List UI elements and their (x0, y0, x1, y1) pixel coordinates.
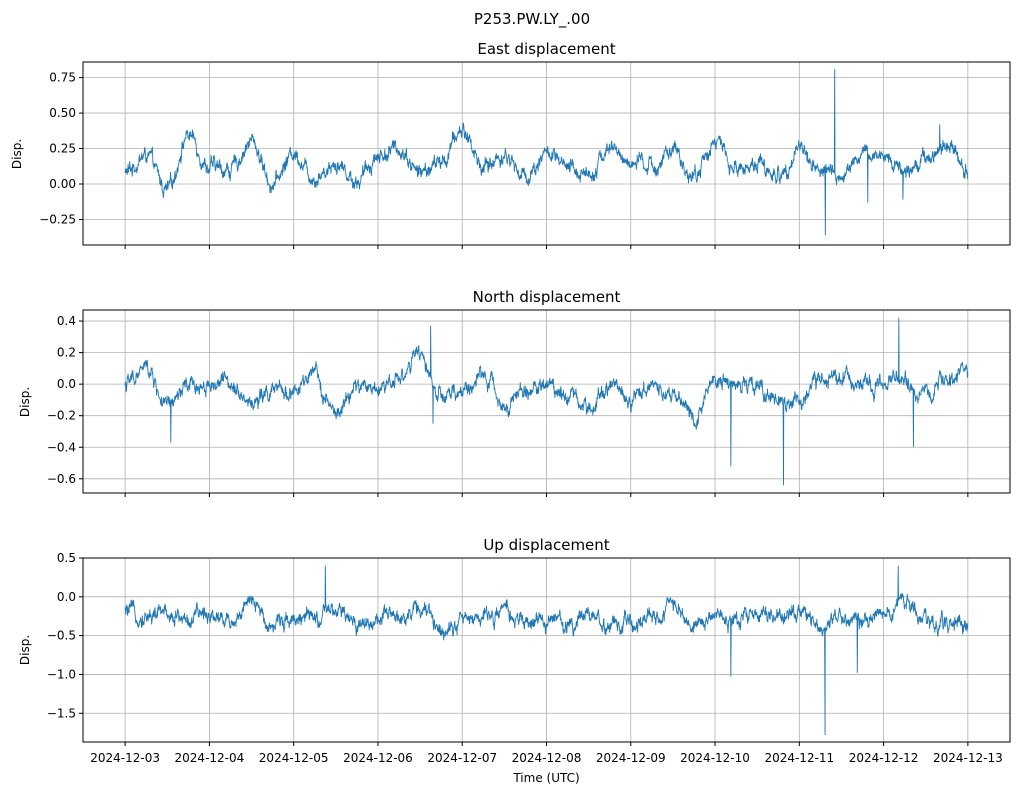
x-tick-label: 2024-12-11 (764, 751, 834, 765)
y-tick-label: 0.5 (57, 551, 76, 565)
series-line-up (124, 565, 969, 736)
y-tick-label: −0.5 (47, 629, 76, 643)
y-tick-label: −0.4 (47, 440, 76, 454)
x-tick-label: 2024-12-03 (90, 751, 160, 765)
x-tick-label: 2024-12-10 (680, 751, 750, 765)
ylabel-east: Disp. (10, 139, 24, 169)
y-tick-label: −1.0 (47, 667, 76, 681)
x-tick-label: 2024-12-09 (596, 751, 666, 765)
x-tick-label: 2024-12-06 (343, 751, 413, 765)
series-line-north (124, 317, 969, 486)
x-tick-label: 2024-12-07 (427, 751, 497, 765)
panel-title-up: Up displacement (483, 536, 609, 554)
panel-north: −0.6 −0.4 −0.2 0.0 0.2 0.4 (47, 309, 1011, 497)
y-tick-label: 0.75 (49, 71, 76, 85)
y-tick-label: −0.6 (47, 472, 76, 486)
ylabel-up: Disp. (18, 635, 32, 665)
x-axis-label: Time (UTC) (512, 771, 579, 785)
series-line-east (124, 69, 969, 236)
panel-east: −0.25 0.00 0.25 0.50 0.75 (39, 61, 1011, 249)
x-tick-label: 2024-12-04 (175, 751, 245, 765)
panel-title-north: North displacement (473, 288, 621, 306)
y-tick-label: 0.50 (49, 106, 76, 120)
x-tick-label: 2024-12-13 (933, 751, 1003, 765)
x-tick-label: 2024-12-08 (512, 751, 582, 765)
y-tick-label: 0.0 (57, 377, 76, 391)
panel-title-east: East displacement (477, 40, 615, 58)
y-tick-label: 0.00 (49, 177, 76, 191)
panel-up: −1.5 −1.0 −0.5 0.0 0.5 2024-12-03 2024-12-04 20… (47, 551, 1011, 765)
panels: −0.25 0.00 0.25 0.50 0.75 −0.6 −0.4 −0.2 0.0 0.2 0… (39, 61, 1011, 765)
y-tick-label: 0.2 (57, 346, 76, 360)
x-tick-label: 2024-12-12 (849, 751, 919, 765)
x-tick-label: 2024-12-05 (259, 751, 329, 765)
y-tick-label: −0.25 (39, 212, 76, 226)
y-tick-label: −1.5 (47, 706, 76, 720)
y-tick-label: 0.4 (57, 314, 76, 328)
y-tick-label: −0.2 (47, 409, 76, 423)
y-tick-label: 0.0 (57, 590, 76, 604)
ylabel-north: Disp. (18, 387, 32, 417)
figure-title: P253.PW.LY_.00 (474, 10, 590, 29)
y-tick-label: 0.25 (49, 142, 76, 156)
